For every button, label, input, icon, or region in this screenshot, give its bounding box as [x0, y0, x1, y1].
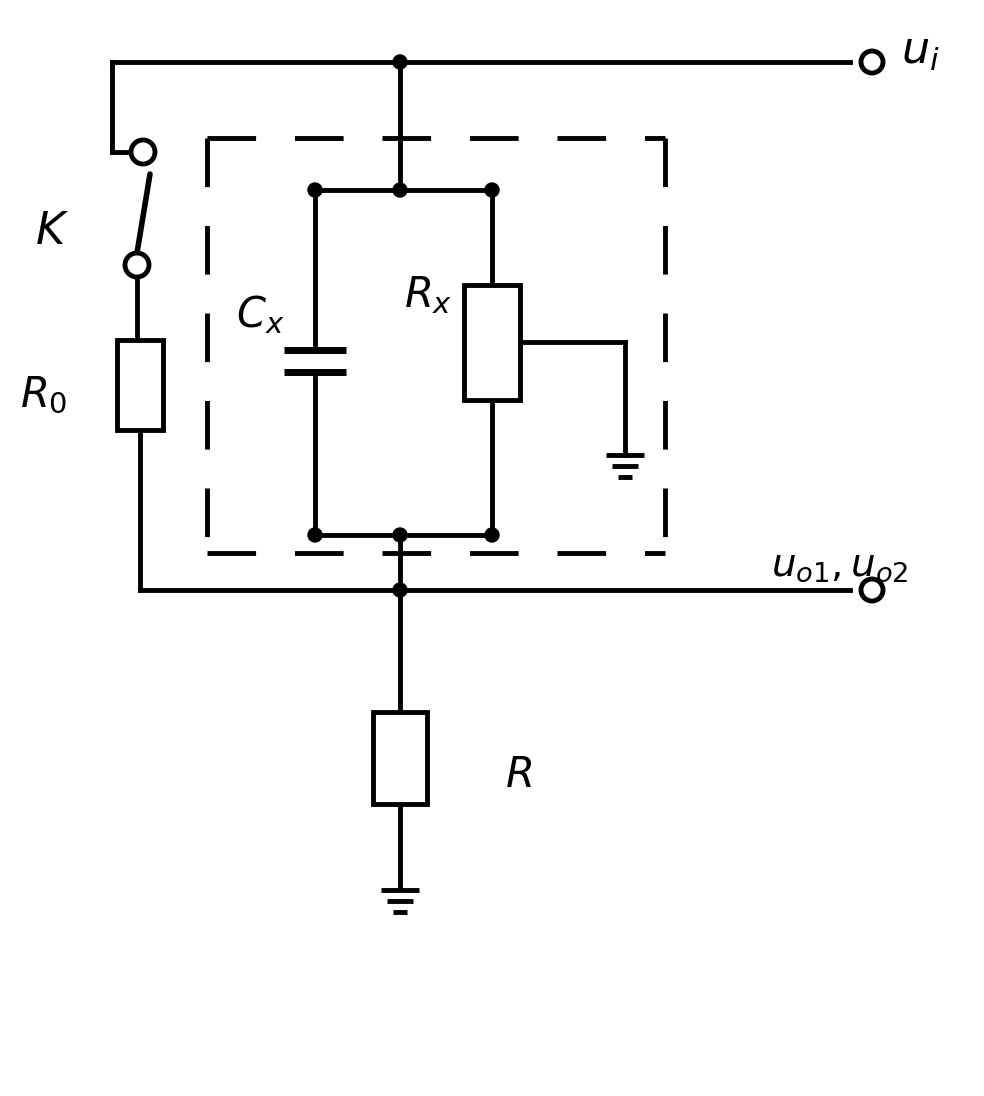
Circle shape — [308, 183, 322, 197]
Circle shape — [125, 253, 149, 277]
Circle shape — [861, 52, 883, 73]
Text: $C_x$: $C_x$ — [236, 294, 284, 336]
Circle shape — [393, 183, 407, 197]
Bar — [373, 712, 427, 804]
Circle shape — [393, 583, 407, 597]
Circle shape — [393, 528, 407, 543]
Circle shape — [308, 528, 322, 543]
Text: $u_{o1},u_{o2}$: $u_{o1},u_{o2}$ — [771, 546, 909, 584]
Circle shape — [131, 140, 155, 164]
Circle shape — [485, 528, 499, 543]
Circle shape — [393, 55, 407, 69]
Circle shape — [861, 579, 883, 601]
Text: $u_i$: $u_i$ — [900, 31, 940, 73]
Text: $R$: $R$ — [505, 754, 531, 796]
Bar — [117, 340, 163, 430]
Circle shape — [485, 183, 499, 197]
Text: $R_x$: $R_x$ — [403, 274, 453, 316]
Bar — [464, 285, 520, 400]
Text: $R_0$: $R_0$ — [21, 374, 68, 416]
Text: $K$: $K$ — [34, 210, 69, 253]
